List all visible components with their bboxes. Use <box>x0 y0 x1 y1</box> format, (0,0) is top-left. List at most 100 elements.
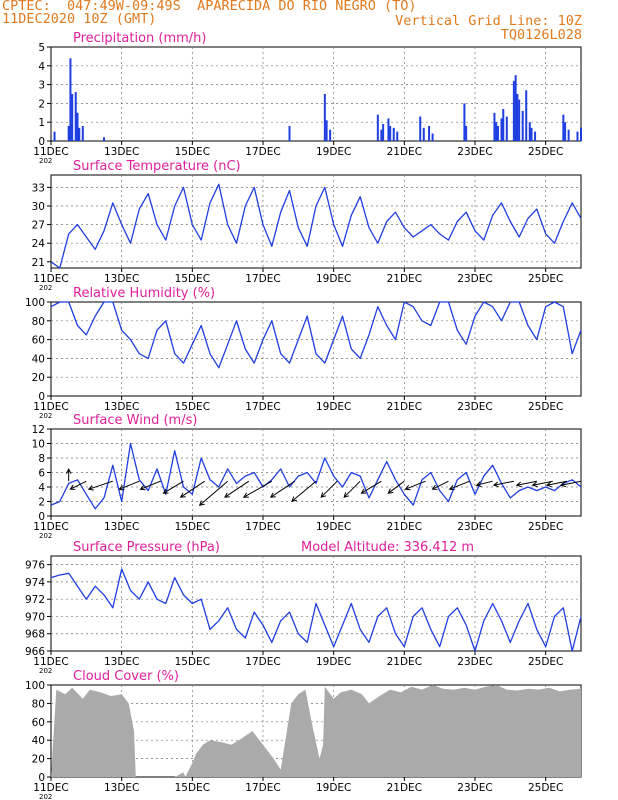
pres-xtick-label: 25DEC <box>528 656 563 668</box>
precip-xtick-label: 19DEC <box>316 146 351 158</box>
wind-vector <box>560 480 582 486</box>
precip-bar <box>530 127 533 141</box>
temp-xtick-label: 21DEC <box>387 273 422 285</box>
wind-ytick-label: 4 <box>38 482 45 494</box>
precip-xtick-label: 23DEC <box>457 146 492 158</box>
wind-vector-head <box>69 484 76 490</box>
precip-bar <box>387 118 390 141</box>
rh-xtick-label: 19DEC <box>316 401 351 413</box>
pres-frame <box>50 555 582 652</box>
temp-ytick-label: 27 <box>32 220 45 232</box>
wind-vector <box>119 480 140 490</box>
precip-bar <box>53 131 56 141</box>
temp-title: Surface Temperature (nC) <box>73 159 241 174</box>
pres-subtitle: Model Altitude: 336.412 m <box>301 540 474 555</box>
temp-frame <box>50 174 582 269</box>
wind-vector <box>476 480 493 486</box>
pres-ytick-label: 974 <box>25 577 45 589</box>
precip-bar <box>525 90 528 141</box>
location-header: CPTEC: 047:49W-09:49S APARECIDA DO RIO N… <box>2 0 417 14</box>
wind-vector <box>449 480 470 490</box>
cloud-ytick-label: 100 <box>25 680 45 692</box>
precip-ytick-label: 0 <box>38 136 45 148</box>
precip-bar <box>422 127 425 141</box>
precip-bar <box>512 80 515 141</box>
wind-vector <box>361 480 382 494</box>
precip-bar <box>392 127 395 141</box>
wind-ytick-label: 12 <box>32 424 45 436</box>
temp-ytick-label: 24 <box>32 238 46 250</box>
wind-ytick-label: 10 <box>32 439 45 451</box>
temp-xtick-label: 23DEC <box>457 273 492 285</box>
pres-title: Surface Pressure (hPa) <box>73 540 220 555</box>
wind-vector <box>140 480 161 490</box>
temp-year-fragment: 202 <box>39 284 52 292</box>
rh-title: Relative Humidity (%) <box>73 286 215 301</box>
wind-vector-head <box>198 500 205 506</box>
wind-vector <box>70 480 87 490</box>
precip-bar <box>518 99 521 141</box>
pres-xtick-label: 15DEC <box>175 656 210 668</box>
precip-bar <box>323 94 326 141</box>
cloud-xtick-label: 11DEC <box>33 782 68 794</box>
pres-ytick-label: 970 <box>25 611 45 623</box>
precip-bar <box>516 94 519 141</box>
precip-bar <box>71 94 74 141</box>
wind-vector-head <box>387 488 394 494</box>
precip-bar <box>81 125 84 141</box>
wind-vector <box>270 480 296 498</box>
precip-xtick-label: 15DEC <box>175 146 210 158</box>
wind-vector <box>432 480 449 490</box>
wind-vector-head <box>162 488 169 494</box>
wind-vector <box>493 480 514 486</box>
cloud-xtick-label: 19DEC <box>316 782 351 794</box>
wind-xtick-label: 25DEC <box>528 521 563 533</box>
rh-ytick-label: 100 <box>25 297 45 309</box>
precip-bar <box>496 125 499 141</box>
wind-vector-head <box>269 492 276 498</box>
wind-vector-head <box>118 484 125 491</box>
cloud-ytick-label: 60 <box>32 717 45 729</box>
rh-year-fragment: 202 <box>39 412 52 420</box>
wind-title: Surface Wind (m/s) <box>73 413 197 428</box>
precip-year-fragment: 202 <box>39 157 52 165</box>
precip-bar <box>419 116 422 141</box>
precip-bar <box>534 131 537 141</box>
wind-vector-head <box>360 488 367 494</box>
precip-bar <box>528 122 531 141</box>
cloud-xtick-label: 23DEC <box>457 782 492 794</box>
cloud-ytick-label: 20 <box>32 754 45 766</box>
date-header: 11DEC2020 10Z (GMT) <box>2 11 157 27</box>
wind-xtick-label: 23DEC <box>457 521 492 533</box>
wind-ytick-label: 8 <box>38 453 45 465</box>
wind-vector <box>546 480 567 486</box>
wind-vector <box>532 480 553 486</box>
wind-vector-head <box>179 492 186 498</box>
precip-bar <box>495 122 498 141</box>
cloud-xtick-label: 15DEC <box>175 782 210 794</box>
precip-bar <box>562 114 565 141</box>
precip-bar <box>463 103 466 141</box>
cloud-title: Cloud Cover (%) <box>73 669 179 684</box>
rh-xtick-label: 11DEC <box>33 401 68 413</box>
wind-xtick-label: 19DEC <box>316 521 351 533</box>
precip-bar <box>465 125 468 141</box>
pres-ytick-label: 968 <box>25 629 45 641</box>
wind-vector <box>320 480 338 498</box>
precip-bar <box>76 112 79 141</box>
precip-bar <box>502 109 505 141</box>
wind-vector-head <box>65 468 72 474</box>
temp-xtick-label: 13DEC <box>104 273 139 285</box>
wind-vector <box>243 480 273 498</box>
wind-xtick-label: 17DEC <box>245 521 280 533</box>
wind-vector-head <box>475 481 482 487</box>
cloud-xtick-label: 21DEC <box>387 782 422 794</box>
precip-bar <box>521 110 524 141</box>
wind-xtick-label: 13DEC <box>104 521 139 533</box>
precip-xtick-label: 25DEC <box>528 146 563 158</box>
precip-bar <box>580 127 582 141</box>
precip-ytick-label: 2 <box>38 98 45 110</box>
pres-xtick-label: 21DEC <box>387 656 422 668</box>
